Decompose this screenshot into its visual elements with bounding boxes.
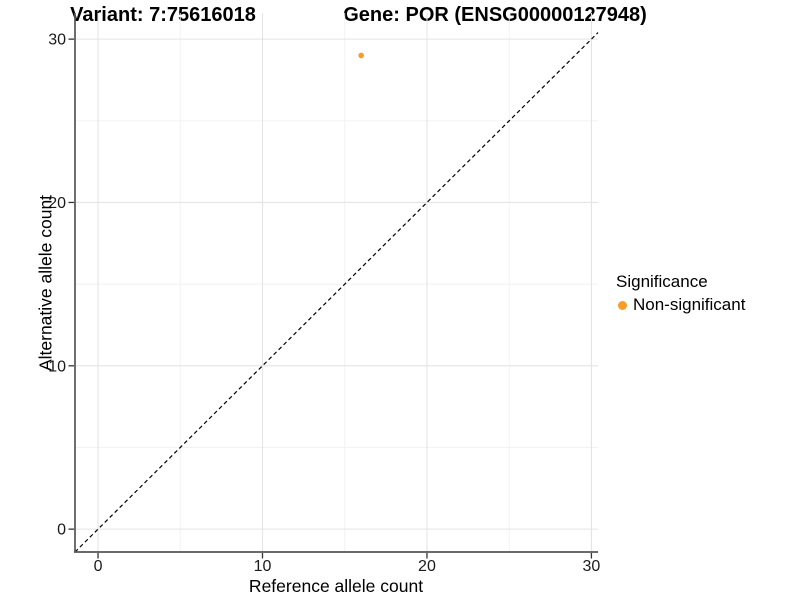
y-tick-label: 0: [57, 522, 66, 539]
data-point: [358, 52, 364, 59]
x-tick-label: 10: [254, 558, 272, 575]
y-tick-label: 10: [48, 358, 66, 375]
legend-item: Non-significant: [616, 295, 745, 315]
y-axis-title: Alternative allele count: [35, 194, 56, 372]
legend: Significance Non-significant: [616, 271, 745, 315]
y-tick-label: 20: [48, 195, 66, 212]
legend-title: Significance: [616, 272, 708, 291]
legend-point-icon: [618, 300, 627, 310]
x-tick-label: 30: [583, 558, 601, 575]
variant-title: Variant: 7:75616018: [70, 4, 256, 26]
x-axis-title: Reference allele count: [248, 576, 424, 596]
identity-line: [74, 32, 599, 553]
y-tick-label: 30: [48, 32, 66, 49]
x-tick-label: 20: [418, 558, 436, 575]
gene-title: Gene: POR (ENSG00000127948): [343, 4, 647, 26]
x-tick-label: 0: [94, 558, 103, 575]
legend-item-label: Non-significant: [633, 295, 746, 314]
